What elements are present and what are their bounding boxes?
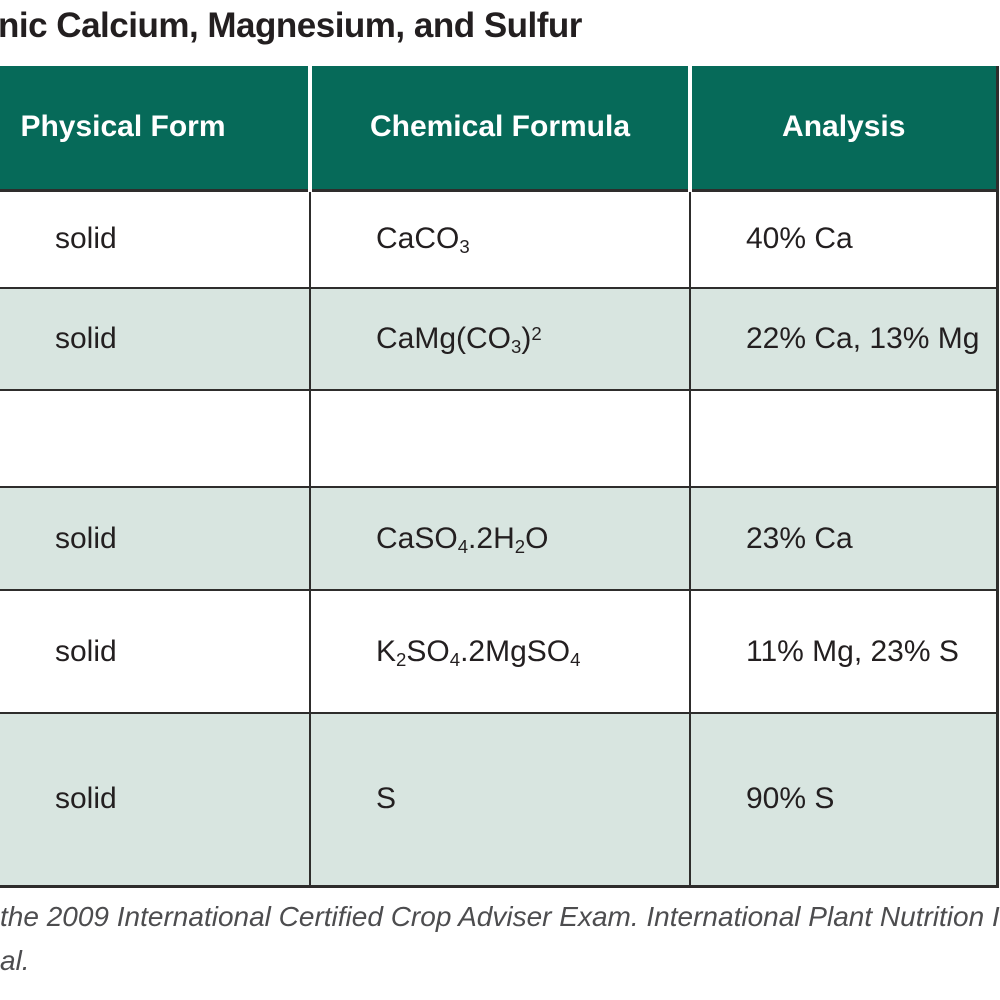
analysis-cell: 23% Ca bbox=[689, 487, 999, 591]
table-row: solid CaCO3 40% Ca bbox=[0, 190, 999, 289]
analysis-cell: 11% Mg, 23% S bbox=[689, 590, 999, 714]
chemical-formula-cell: CaMg(CO3)2 bbox=[309, 288, 691, 391]
table-row: solid K2SO4.2MgSO4 11% Mg, 23% S bbox=[0, 590, 999, 714]
formula-segment: O bbox=[525, 521, 549, 555]
physical-form-cell: solid bbox=[0, 288, 311, 391]
formula-segment: 3 bbox=[459, 236, 470, 258]
table-body: solid CaCO3 40% Ca solid CaMg(CO3)2 22% Ca, 1… bbox=[0, 190, 999, 888]
chemical-formula-cell: K2SO4.2MgSO4 bbox=[309, 590, 691, 714]
chemical-formula-cell bbox=[309, 390, 691, 488]
table-row: solid CaSO4.2H2O 23% Ca bbox=[0, 487, 999, 591]
physical-form-cell: solid bbox=[0, 487, 311, 591]
physical-form-cell: solid bbox=[0, 190, 311, 289]
table-header-row: Physical Form Chemical Formula Analysis bbox=[0, 66, 997, 192]
analysis-cell: 22% Ca, 13% Mg bbox=[689, 288, 999, 391]
formula-segment: S bbox=[376, 782, 397, 816]
col-header-analysis: Analysis bbox=[688, 66, 997, 192]
formula-segment: K bbox=[376, 634, 397, 668]
analysis-cell: 90% S bbox=[689, 713, 999, 888]
table-title: nic Calcium, Magnesium, and Sulfur bbox=[0, 6, 582, 45]
col-header-chemical-formula: Chemical Formula bbox=[308, 66, 690, 192]
formula-segment: 2 bbox=[396, 648, 407, 670]
formula-segment: 2 bbox=[531, 322, 542, 344]
formula-segment: CaMg(CO bbox=[376, 322, 512, 355]
formula-segment: CaSO bbox=[376, 521, 458, 555]
chemical-formula-cell: CaSO4.2H2O bbox=[309, 487, 691, 591]
formula-segment: CaCO bbox=[376, 222, 460, 256]
physical-form-cell: solid bbox=[0, 590, 311, 714]
analysis-cell: 40% Ca bbox=[689, 190, 999, 289]
physical-form-cell bbox=[0, 390, 311, 488]
physical-form-cell: solid bbox=[0, 713, 311, 888]
formula-segment: SO bbox=[406, 634, 450, 668]
table-row: solid CaMg(CO3)2 22% Ca, 13% Mg bbox=[0, 288, 999, 391]
table-row: solid S 90% S bbox=[0, 713, 999, 888]
source-note-line2: al. bbox=[0, 945, 30, 976]
table-row bbox=[0, 390, 999, 488]
fertilizer-sources-table: Physical Form Chemical Formula Analysis … bbox=[0, 66, 999, 888]
formula-segment: 2 bbox=[514, 535, 526, 557]
formula-segment: ) bbox=[521, 322, 532, 355]
chemical-formula-cell: CaCO3 bbox=[309, 190, 691, 289]
data-table: Physical Form Chemical Formula Analysis … bbox=[0, 66, 999, 888]
chemical-formula-cell: S bbox=[309, 713, 691, 888]
analysis-cell bbox=[689, 390, 999, 488]
formula-segment: 4 bbox=[570, 648, 581, 670]
col-header-physical-form: Physical Form bbox=[0, 66, 310, 192]
formula-segment: 3 bbox=[511, 336, 522, 358]
formula-segment: .2MgSO bbox=[460, 634, 571, 668]
source-note-line1: the 2009 International Certified Crop Ad… bbox=[0, 901, 1000, 932]
formula-segment: .2H bbox=[468, 521, 515, 555]
formula-segment: 4 bbox=[457, 535, 469, 557]
formula-segment: 4 bbox=[449, 648, 461, 670]
